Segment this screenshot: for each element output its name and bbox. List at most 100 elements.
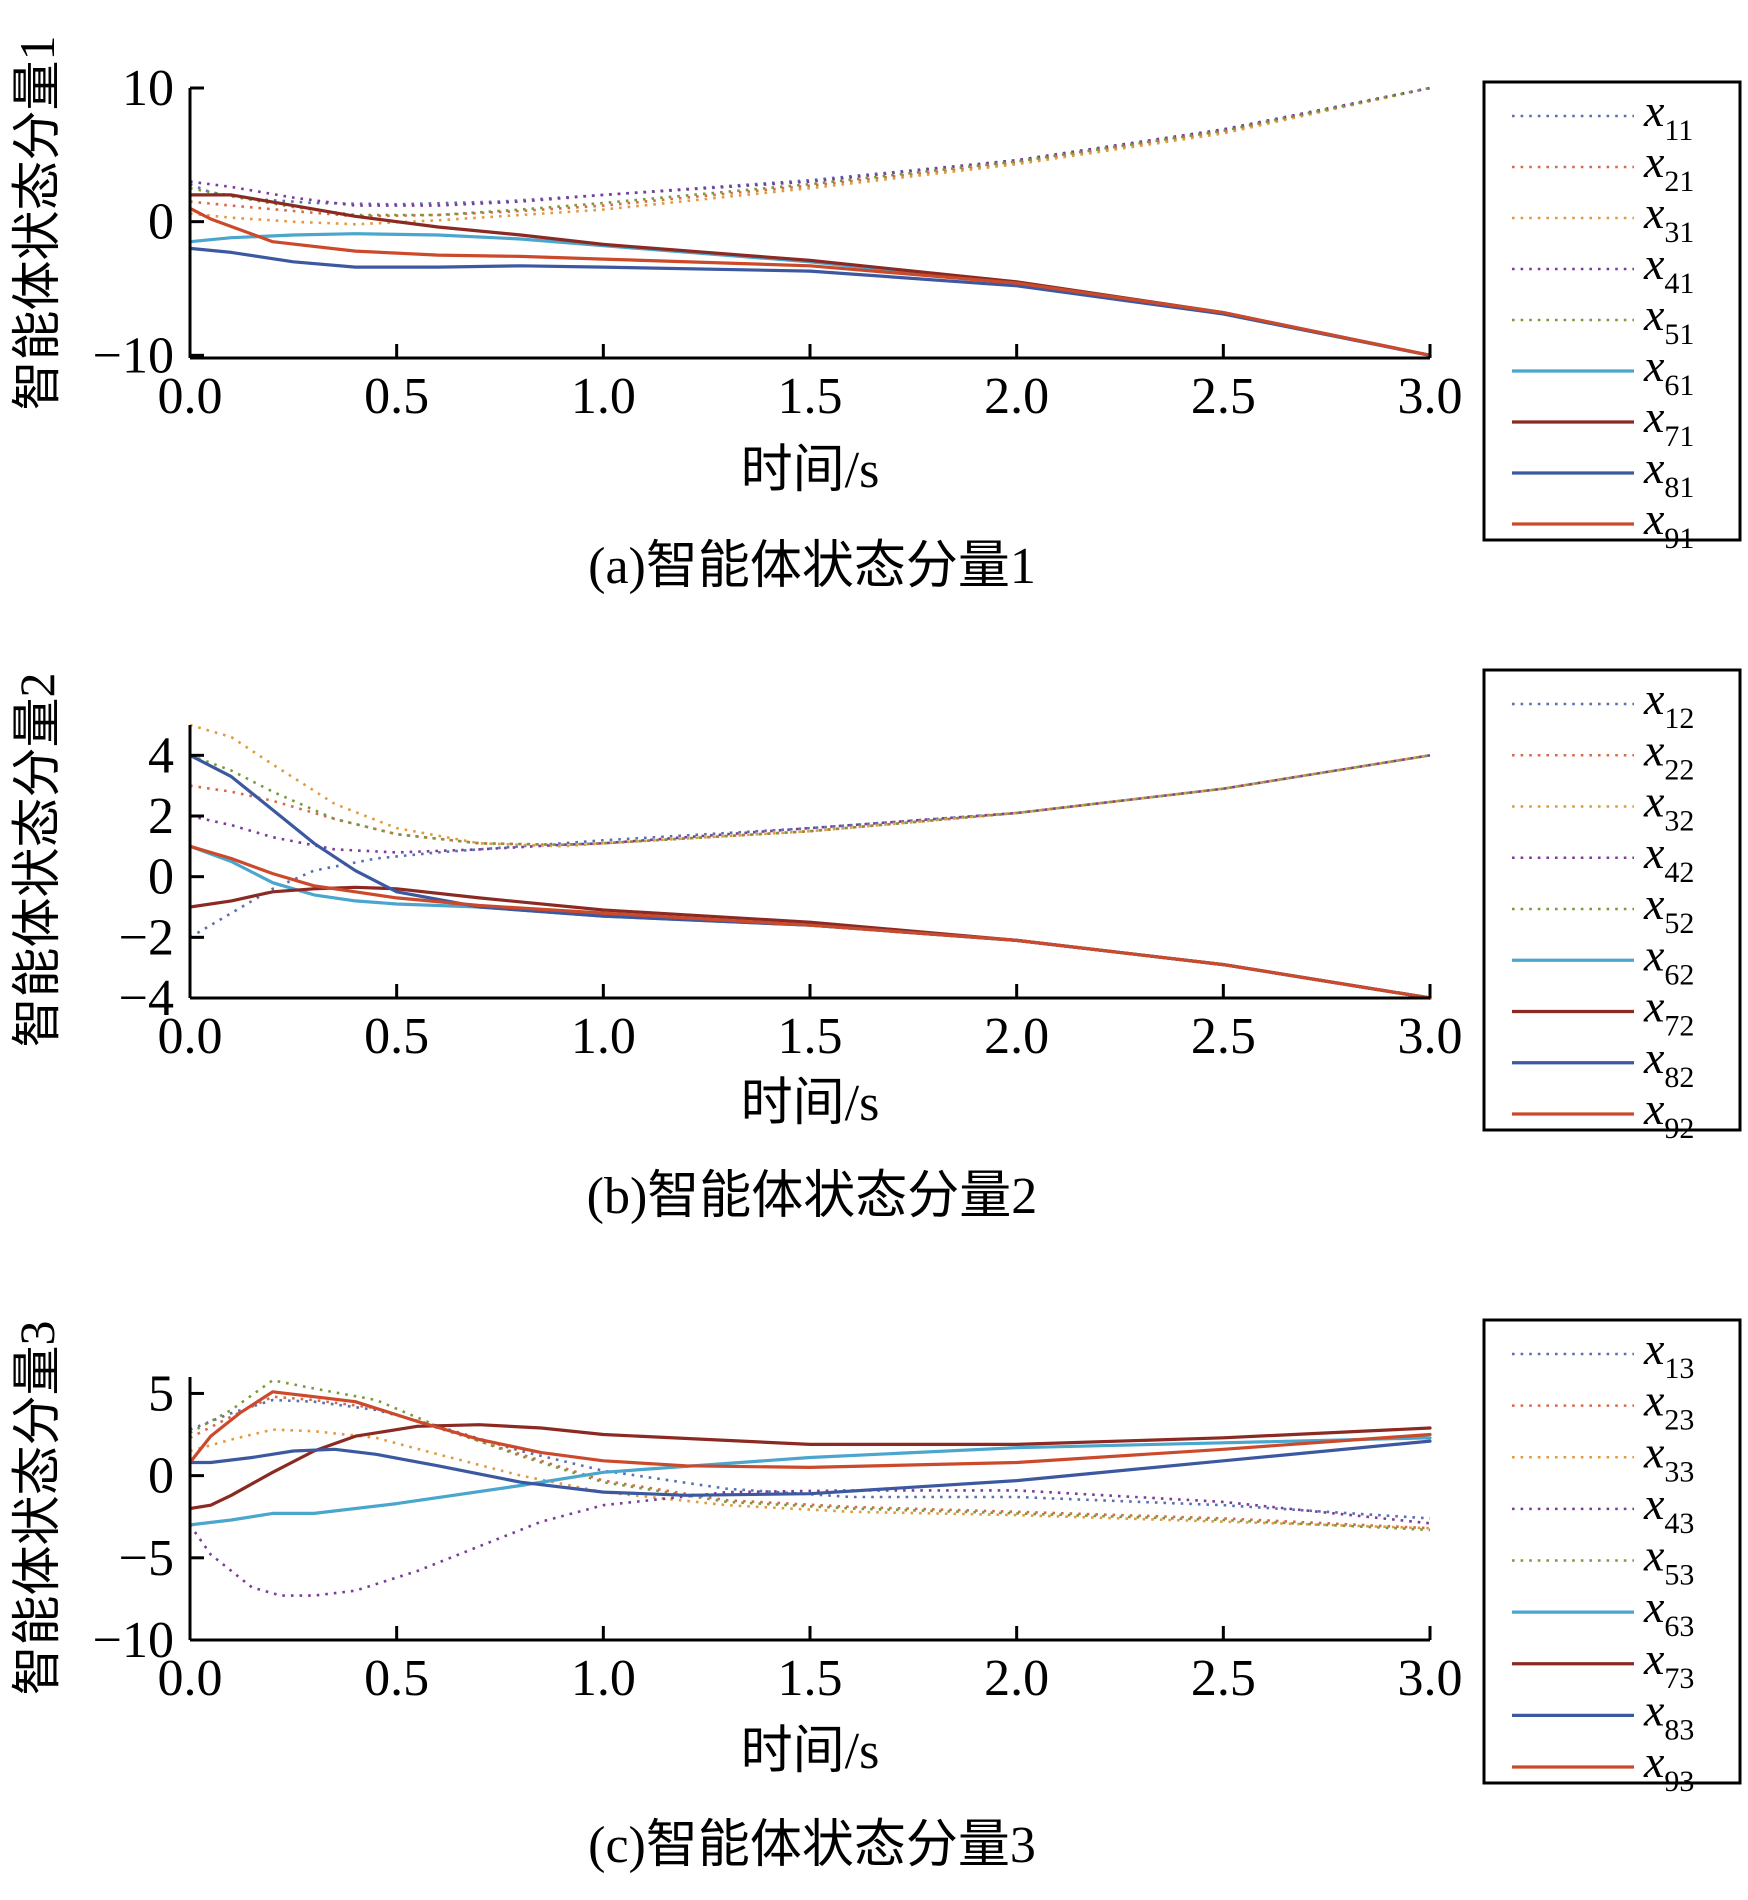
legend-item-x82: x82 [1512,1032,1694,1094]
legend-label-subscript: 13 [1664,1352,1694,1385]
legend-label-base: x [1643,1581,1665,1632]
legend-label-base: x [1643,136,1665,187]
legend-label: x51 [1643,289,1694,351]
y-tick-label: −10 [93,1612,174,1669]
x-tick-label: 0.5 [364,368,429,425]
legend-label-subscript: 63 [1664,1610,1694,1643]
x-axis-label: 时间/s [741,1075,880,1132]
series-line-x93 [190,1390,1432,1469]
y-tick-label: −4 [119,970,174,1027]
legend-item-x31: x31 [1512,187,1694,249]
legend-label-subscript: 73 [1664,1662,1694,1695]
legend-label: x32 [1643,776,1694,838]
legend-label: x43 [1643,1478,1694,1540]
series-line-x71 [190,193,1432,357]
legend-label: x83 [1643,1684,1694,1746]
legend-label-subscript: 51 [1664,318,1694,351]
x-tick-label: 3.0 [1398,1008,1463,1065]
x-tick-label: 2.5 [1191,1650,1256,1707]
legend-label: x13 [1643,1323,1694,1385]
legend-item-x63: x63 [1512,1581,1694,1643]
legend-label: x52 [1643,878,1694,940]
legend-label-subscript: 42 [1664,856,1694,889]
legend-label-subscript: 41 [1664,267,1694,300]
x-tick-label: 3.0 [1398,1650,1463,1707]
series-group [190,1379,1432,1597]
legend-item-x43: x43 [1512,1478,1694,1540]
y-axis-label: 智能体状态分量2 [9,673,65,1048]
legend-label-base: x [1643,1323,1665,1374]
legend-item-x83: x83 [1512,1684,1694,1746]
x-tick-label: 0.5 [364,1650,429,1707]
legend-label-subscript: 82 [1664,1061,1694,1094]
x-tick-label: 1.5 [778,1008,843,1065]
y-tick-label: 4 [148,727,174,784]
legend-label-subscript: 72 [1664,1010,1694,1043]
series-line-x13 [190,1398,1431,1520]
legend-box [1482,80,1742,542]
legend-item-x41: x41 [1512,238,1694,300]
legend-item-x53: x53 [1512,1530,1694,1592]
x-tick-label: 2.0 [984,1008,1049,1065]
x-tick-label: 1.0 [571,1008,636,1065]
legend-label-base: x [1643,85,1665,136]
legend-label-base: x [1643,1083,1665,1134]
series-line-x31 [190,86,1431,226]
legend-label-base: x [1643,1736,1665,1787]
legend-label-base: x [1643,187,1665,238]
panel-caption: (c)智能体状态分量3 [588,1817,1036,1874]
series-group [190,86,1432,357]
legend-item-x92: x92 [1512,1083,1694,1145]
legend-item-x61: x61 [1512,340,1694,402]
legend-label-subscript: 11 [1664,114,1693,147]
legend-label: x72 [1643,981,1694,1043]
legend-item-x71: x71 [1512,391,1694,453]
y-tick-label: 2 [148,788,174,845]
legend-item-x72: x72 [1512,981,1694,1043]
legend-item-x12: x12 [1512,673,1694,735]
legend-label: x73 [1643,1633,1694,1695]
chart-panel-2: 0.0 0.5 1.0 1.5 2.0 2.5 3.0 −10 −5 0 5 时间/s 智能体状态分量3… [9,1318,1742,1874]
x-tick-label: 0.0 [158,1650,223,1707]
legend-label: x33 [1643,1426,1694,1488]
legend-label-base: x [1643,340,1665,391]
legend-label-base: x [1643,442,1665,493]
legend-label-subscript: 53 [1664,1559,1694,1592]
legend-label: x41 [1643,238,1694,300]
x-axis-label: 时间/s [741,442,880,499]
legend-label-subscript: 71 [1664,420,1694,453]
legend-item-x23: x23 [1512,1375,1694,1437]
x-tick-label: 1.0 [571,1650,636,1707]
x-tick-label: 0.5 [364,1008,429,1065]
legend-label-subscript: 62 [1664,958,1694,991]
legend-box [1482,668,1742,1132]
legend-label-base: x [1643,1684,1665,1735]
legend-label: x82 [1643,1032,1694,1094]
legend-label-subscript: 91 [1664,522,1694,555]
x-tick-label: 2.0 [984,1650,1049,1707]
y-tick-label: −2 [119,909,174,966]
legend-label-subscript: 33 [1664,1455,1694,1488]
x-axis-label: 时间/s [741,1723,880,1780]
series-line-x21 [190,86,1431,218]
legend-label: x63 [1643,1581,1694,1643]
series-line-x52 [190,754,1431,847]
legend-label-subscript: 22 [1664,753,1694,786]
legend-item-x81: x81 [1512,442,1694,504]
series-line-x82 [190,753,1432,1000]
legend-label-base: x [1643,776,1665,827]
x-tick-label: 1.5 [778,1650,843,1707]
legend-label: x31 [1643,187,1694,249]
series-line-x42 [190,754,1431,854]
legend-item-x62: x62 [1512,929,1694,991]
legend-label-base: x [1643,289,1665,340]
legend-item-x93: x93 [1512,1736,1694,1798]
x-tick-label: 0.0 [158,368,223,425]
legend-box [1482,1318,1742,1785]
legend-label-subscript: 83 [1664,1713,1694,1746]
x-tick-label: 2.5 [1191,368,1256,425]
series-line-x92 [190,844,1432,1000]
